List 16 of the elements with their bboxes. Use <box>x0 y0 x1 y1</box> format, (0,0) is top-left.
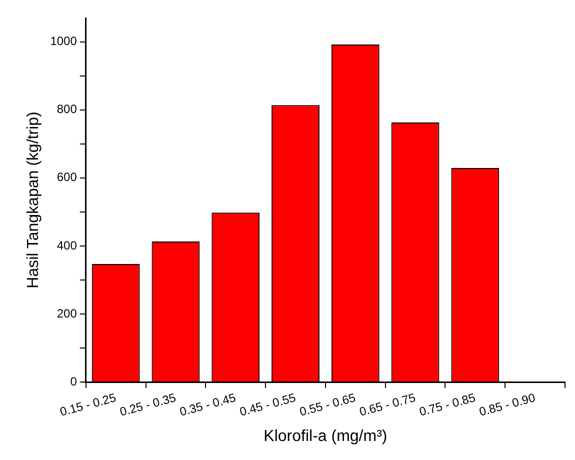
y-tick-label: 200 <box>56 306 78 320</box>
x-tick-label: 0.25 - 0.35 <box>118 390 178 419</box>
y-tick-label: 400 <box>56 238 78 252</box>
x-tick-label: 0.75 - 0.85 <box>418 390 478 419</box>
x-tick-label: 0.15 - 0.25 <box>58 390 118 419</box>
x-tick-label: 0.85 - 0.90 <box>478 390 538 419</box>
x-axis-title: Klorofil-a (mg/m³) <box>264 428 388 445</box>
y-tick-label: 1000 <box>50 34 78 48</box>
x-tick-label: 0.45 - 0.55 <box>238 390 298 419</box>
x-tick-label: 0.65 - 0.75 <box>358 390 418 419</box>
y-tick-label: 800 <box>56 102 78 116</box>
y-tick-label: 0 <box>70 374 78 388</box>
y-tick-label: 600 <box>56 170 78 184</box>
x-tick-label: 0.55 - 0.65 <box>298 390 358 419</box>
y-axis-title: Hasil Tangkapan (kg/trip) <box>25 112 42 288</box>
x-tick-label: 0.35 - 0.45 <box>178 390 238 419</box>
